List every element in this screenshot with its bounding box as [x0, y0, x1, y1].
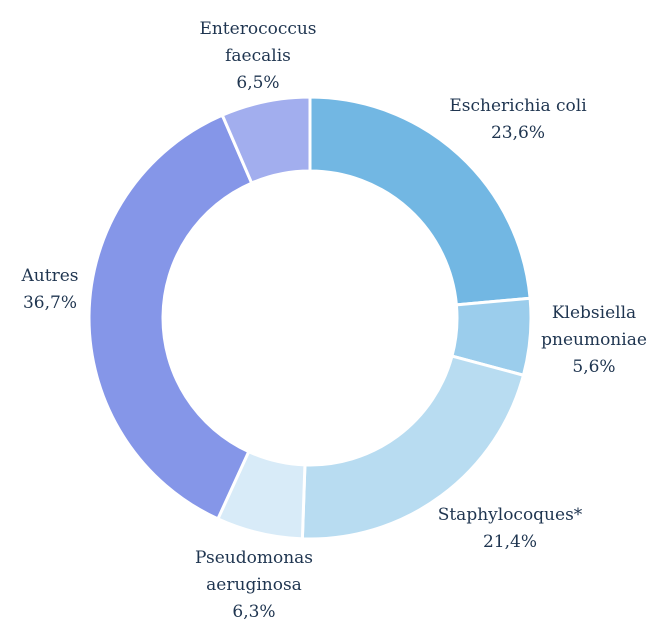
slice-value-enterococcus-faecalis: 6,5%	[236, 73, 279, 93]
slice-label-staphylocoques: Staphylocoques*	[438, 505, 583, 525]
slice-label-enterococcus-faecalis: Enterococcus	[199, 19, 316, 39]
slice-label-enterococcus-faecalis: faecalis	[225, 46, 291, 66]
slice-enterococcus-faecalis	[220, 95, 312, 185]
slice-value-staphylocoques: 21,4%	[483, 532, 537, 552]
slice-label-escherichia-coli: Escherichia coli	[449, 96, 587, 116]
slice-value-autres: 36,7%	[23, 293, 77, 313]
slice-value-klebsiella-pneumoniae: 5,6%	[572, 357, 615, 377]
slice-label-autres: Autres	[21, 266, 79, 286]
slice-label-klebsiella-pneumoniae: pneumoniae	[541, 330, 647, 350]
donut-slices	[87, 95, 533, 541]
slice-autres	[87, 113, 254, 521]
slice-value-pseudomonas-aeruginosa: 6,3%	[232, 602, 275, 622]
slice-label-klebsiella-pneumoniae: Klebsiella	[552, 303, 636, 323]
slice-labels: Escherichia coli 23,6% Klebsiella pneumonia…	[21, 19, 647, 622]
slice-label-pseudomonas-aeruginosa: aeruginosa	[206, 575, 302, 595]
slice-value-escherichia-coli: 23,6%	[491, 123, 545, 143]
slice-escherichia-coli	[308, 95, 532, 307]
slice-label-pseudomonas-aeruginosa: Pseudomonas	[195, 548, 313, 568]
